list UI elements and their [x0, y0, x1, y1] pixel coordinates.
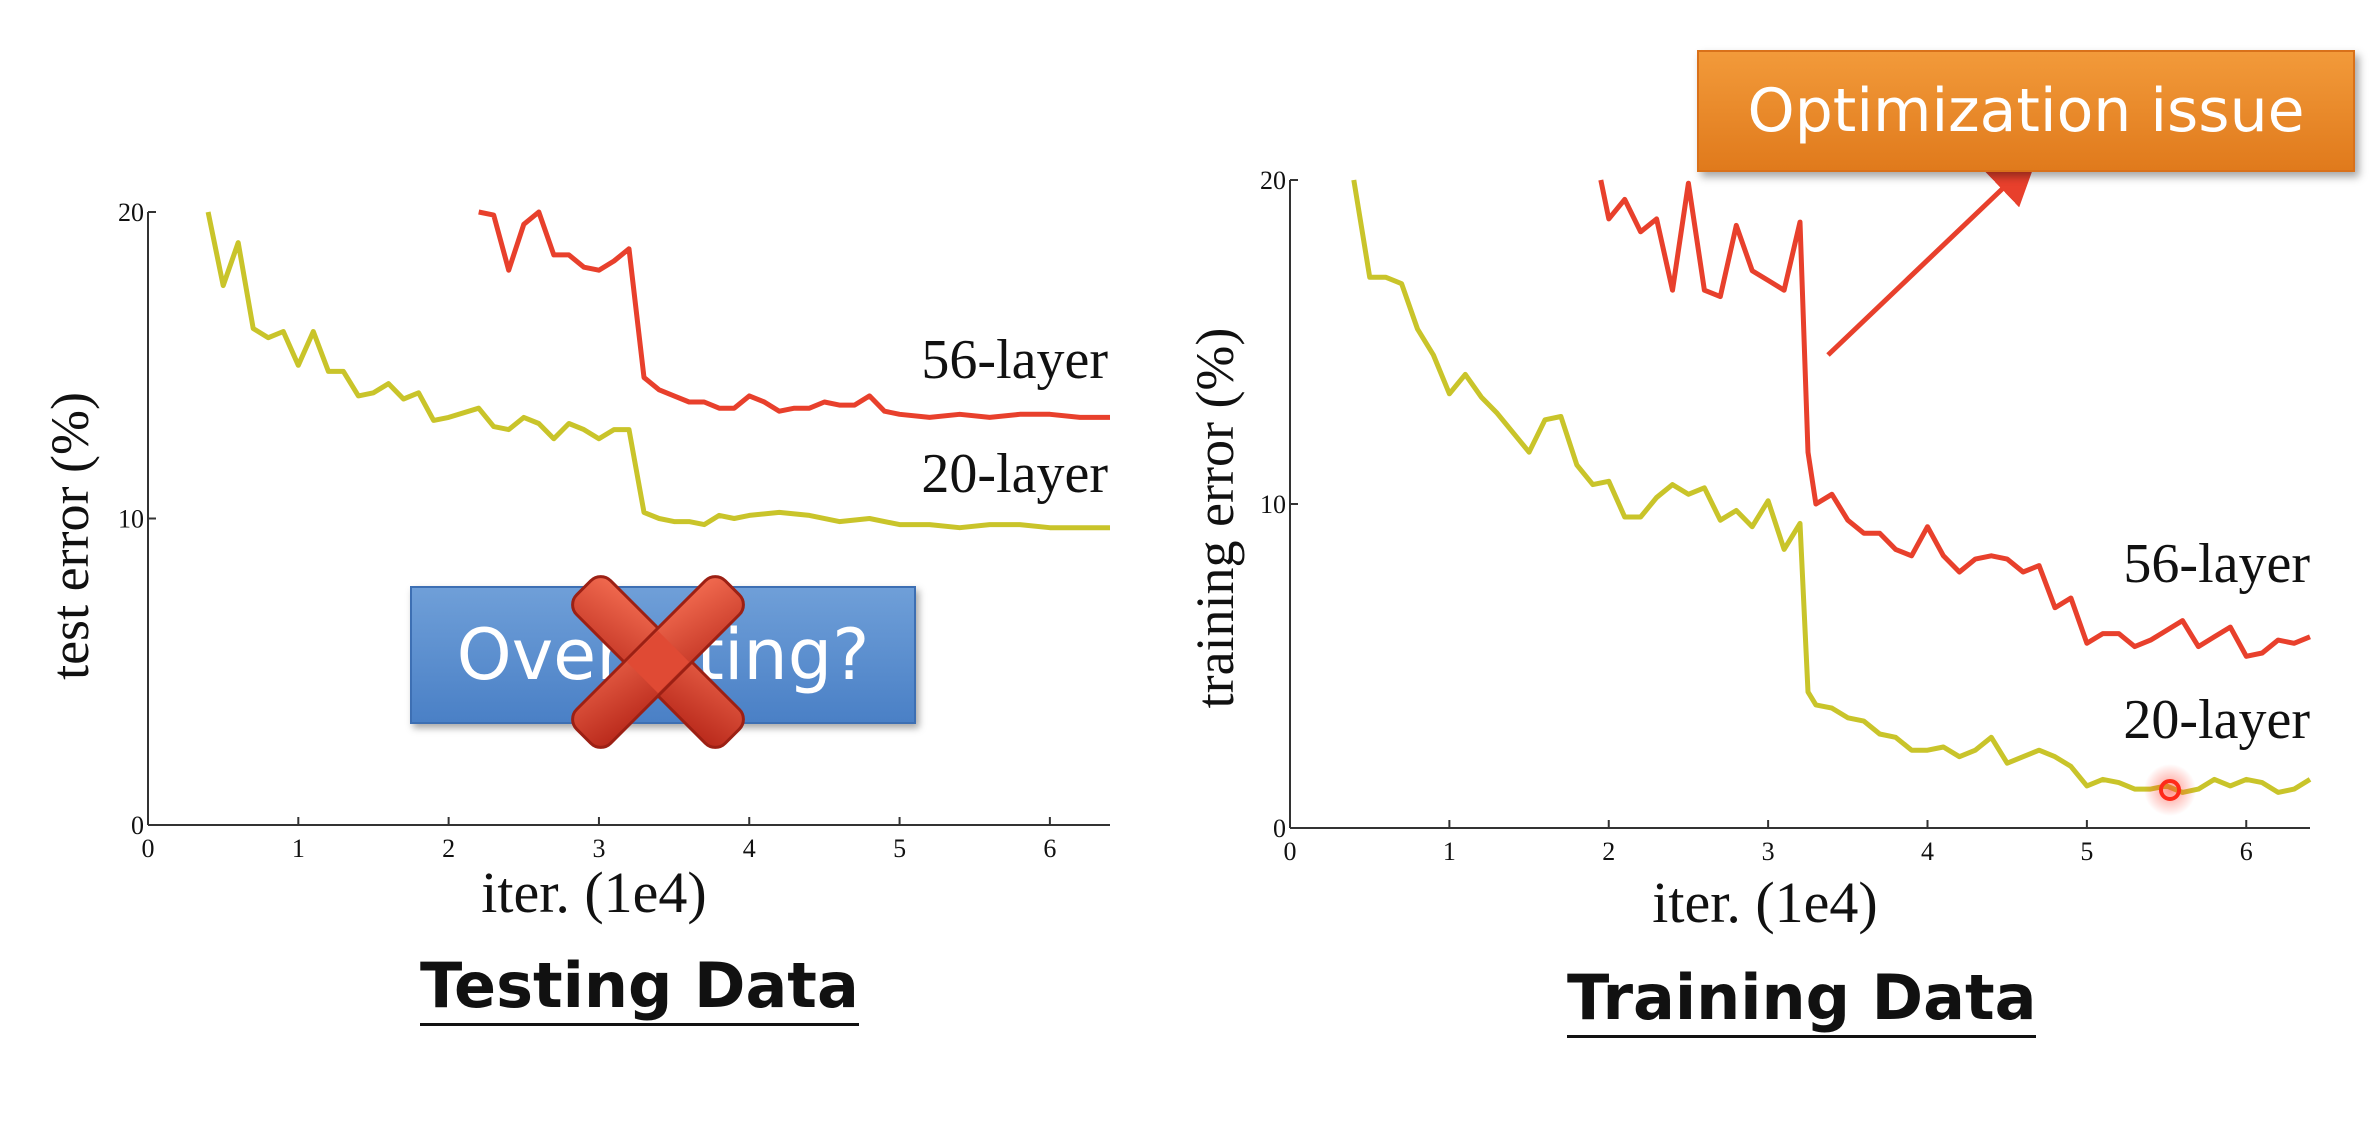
train-x-axis-label: iter. (1e4) — [1652, 870, 1877, 935]
test-x-tick-label: 0 — [142, 834, 155, 863]
train-x-tick-label: 3 — [1762, 837, 1775, 866]
train-series-label-20-layer: 20-layer — [2123, 689, 2310, 751]
test-series-line-56-layer — [478, 209, 1110, 420]
train-series-label-56-layer: 56-layer — [2123, 533, 2310, 595]
test-x-tick-label: 5 — [893, 834, 906, 863]
train-y-tick-label: 0 — [1273, 814, 1286, 843]
train-x-tick-label: 4 — [1921, 837, 1934, 866]
train-y-axis-label: training error (%) — [1185, 328, 1245, 709]
cursor-glow — [2144, 764, 2196, 816]
training-data-caption: Training Data — [1567, 962, 2037, 1039]
test-x-axis-label: iter. (1e4) — [481, 860, 706, 925]
test-x-tick-label: 2 — [442, 834, 455, 863]
test-x-tick-label: 4 — [743, 834, 756, 863]
train-y-tick-label: 20 — [1260, 166, 1286, 195]
train-x-tick-label: 0 — [1284, 837, 1297, 866]
train-x-tick-label: 1 — [1443, 837, 1456, 866]
test-x-tick-label: 6 — [1043, 834, 1056, 863]
train-series-line-56-layer — [1598, 179, 2311, 659]
test-series-label-56-layer: 56-layer — [921, 329, 1108, 391]
train-x-tick-label: 5 — [2080, 837, 2093, 866]
train-x-tick-label: 6 — [2240, 837, 2253, 866]
testing-data-caption: Testing Data — [420, 950, 859, 1027]
test-series-label-20-layer: 20-layer — [921, 443, 1108, 505]
optimization-issue-callout: Optimization issue — [1697, 50, 2355, 172]
test-y-axis-label: test error (%) — [40, 392, 100, 680]
train-y-tick-label: 10 — [1260, 490, 1286, 519]
cursor-pointer-marker — [2159, 779, 2181, 801]
test-x-tick-label: 1 — [292, 834, 305, 863]
test-x-tick-label: 3 — [592, 834, 605, 863]
train-x-tick-label: 2 — [1602, 837, 1615, 866]
test-y-tick-label: 0 — [131, 811, 144, 840]
test-y-tick-label: 10 — [118, 505, 144, 534]
optimization-issue-arrow — [1826, 154, 2039, 357]
red-x-cross-icon — [571, 575, 745, 749]
test-series-line-20-layer — [205, 211, 1110, 531]
test-y-tick-label: 20 — [118, 198, 144, 227]
